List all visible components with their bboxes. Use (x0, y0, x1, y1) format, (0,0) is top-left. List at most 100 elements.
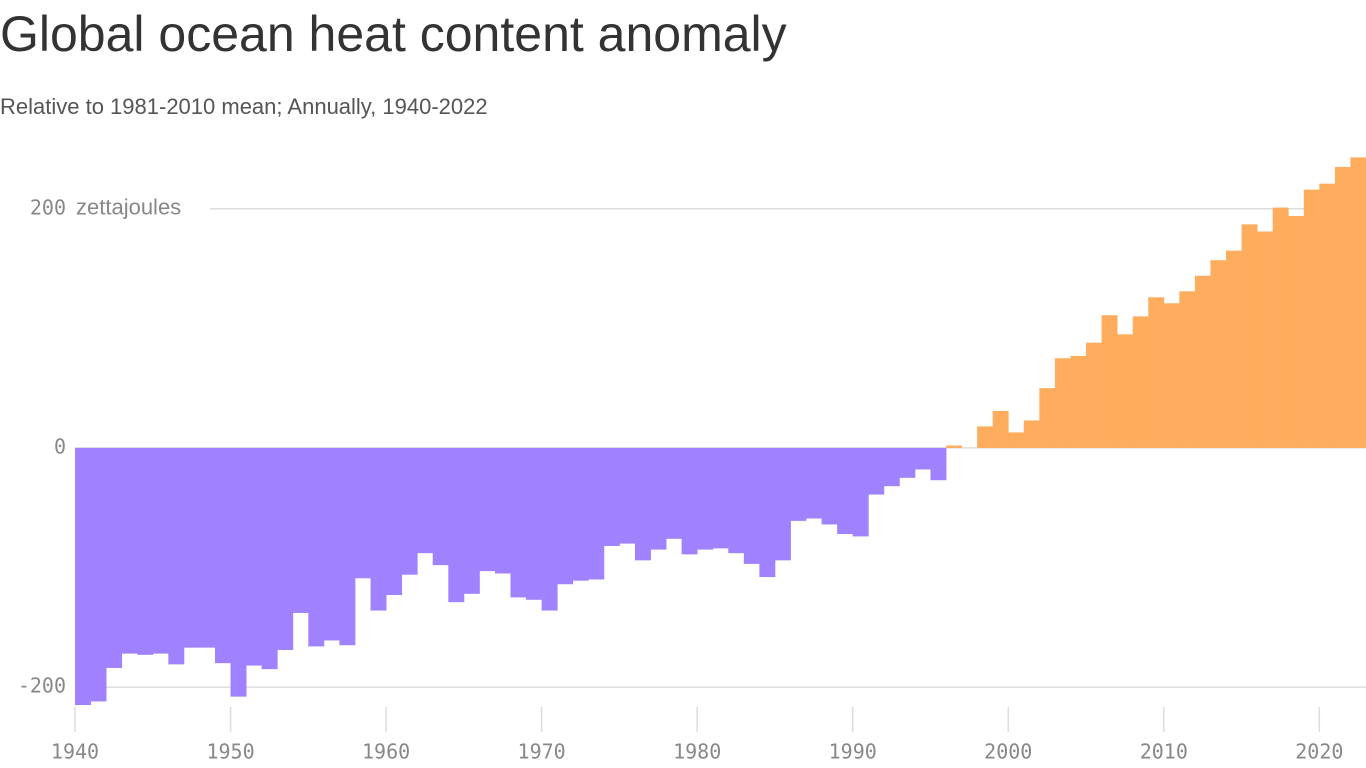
bar (1226, 250, 1242, 448)
bar (634, 447, 651, 561)
chart-title: Global ocean heat content anomaly (0, 6, 787, 62)
bar (1334, 166, 1351, 448)
bar (152, 447, 169, 654)
bar (541, 447, 558, 611)
bar (137, 447, 154, 655)
bar (168, 447, 185, 665)
bar (1008, 432, 1025, 448)
bar (774, 447, 791, 561)
bar (1054, 358, 1071, 448)
bar (650, 447, 667, 550)
bar (619, 447, 636, 544)
bar (510, 447, 527, 598)
y-tick-label: 200 (30, 195, 66, 219)
bar (214, 447, 231, 664)
bar (261, 447, 278, 670)
bar (417, 447, 434, 554)
bar (759, 447, 776, 578)
bar (557, 447, 574, 585)
bar (106, 447, 123, 668)
bar (1086, 342, 1102, 448)
bar (728, 447, 745, 554)
bar (1194, 275, 1211, 448)
bar (277, 447, 294, 651)
bar (697, 447, 714, 550)
bar (292, 447, 309, 613)
bar (852, 447, 869, 537)
bar (790, 447, 807, 521)
bar (1101, 315, 1118, 448)
bar (386, 447, 403, 596)
bar (401, 447, 418, 575)
y-unit-label: zettajoules (76, 195, 181, 220)
bar (1303, 189, 1320, 448)
x-tick-label: 1940 (51, 740, 99, 764)
bar (1288, 215, 1305, 448)
bar (1023, 420, 1040, 448)
bar (1179, 291, 1196, 448)
x-tick-label: 1950 (206, 740, 254, 764)
bar (526, 447, 543, 600)
y-tick-label: -200 (18, 674, 66, 698)
bar (930, 447, 947, 481)
bar (743, 447, 760, 564)
bar (1210, 260, 1227, 448)
bar (868, 447, 885, 495)
x-tick-label: 2010 (1140, 740, 1188, 764)
x-tick-label: 2020 (1295, 740, 1343, 764)
bar (992, 410, 1009, 448)
bar (121, 447, 138, 654)
bar (479, 447, 496, 572)
bar (946, 445, 962, 448)
bar (666, 447, 683, 539)
bar (681, 447, 698, 555)
bar (432, 447, 449, 566)
bar (1039, 388, 1056, 448)
x-tick-label: 1990 (829, 740, 877, 764)
bar (339, 447, 356, 646)
x-tick-label: 1980 (673, 740, 721, 764)
bar (1319, 183, 1336, 448)
x-tick-label: 1970 (518, 740, 566, 764)
bar (1148, 297, 1165, 448)
bar (323, 447, 340, 641)
bar (183, 447, 200, 648)
bar (883, 447, 900, 487)
bar (899, 447, 916, 478)
bar (977, 426, 994, 448)
bar (1257, 231, 1274, 448)
bar (1350, 157, 1366, 448)
bar (1070, 355, 1087, 448)
bar (354, 447, 371, 579)
bar (572, 447, 589, 581)
bar (603, 447, 620, 546)
unit-background (72, 194, 210, 223)
bar (494, 447, 511, 574)
bar (90, 447, 107, 702)
bar (75, 447, 91, 706)
bar (370, 447, 387, 611)
bar (806, 447, 823, 519)
bar (246, 447, 263, 666)
bar (463, 447, 480, 594)
bar (914, 447, 931, 470)
x-tick-label: 1960 (362, 740, 410, 764)
bar (1241, 224, 1258, 448)
bar (199, 447, 216, 648)
bar (1272, 207, 1289, 448)
chart-subtitle: Relative to 1981-2010 mean; Annually, 19… (0, 94, 488, 119)
y-tick-label: 0 (54, 434, 66, 458)
x-tick-label: 2000 (984, 740, 1032, 764)
bar (1163, 303, 1180, 448)
bar (1132, 316, 1149, 448)
bar (1117, 334, 1134, 448)
bar (448, 447, 465, 603)
bar (712, 447, 729, 549)
bar (308, 447, 325, 647)
bar (588, 447, 605, 580)
bar (837, 447, 854, 535)
bar (821, 447, 838, 525)
bar (230, 447, 247, 697)
